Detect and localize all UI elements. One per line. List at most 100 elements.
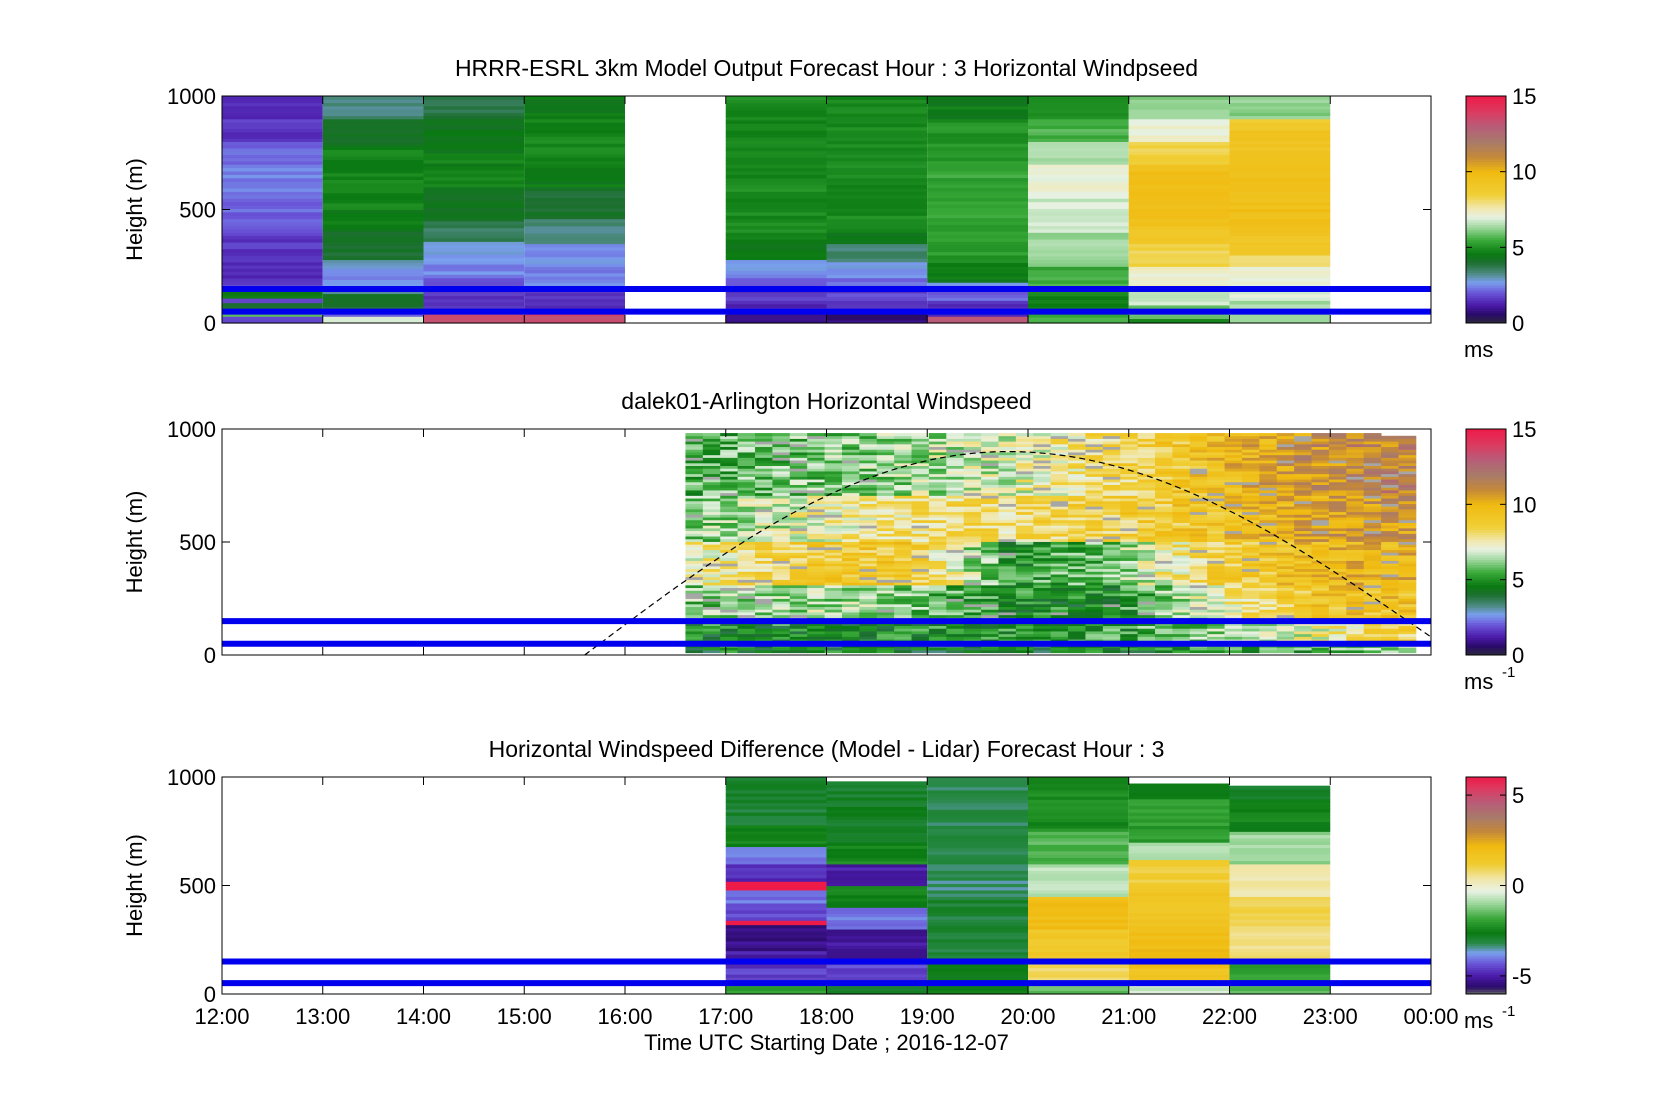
heatmap-cell xyxy=(772,631,791,635)
heatmap-cell xyxy=(928,441,947,445)
heatmap-cell xyxy=(1346,479,1365,483)
heatmap-cell xyxy=(981,473,999,477)
heatmap-cell xyxy=(789,457,808,461)
heatmap-cell xyxy=(894,530,912,534)
heatmap-cell xyxy=(1172,571,1191,575)
colorbar-segment xyxy=(1466,459,1506,463)
heatmap-cell xyxy=(737,446,756,450)
heatmap-cell xyxy=(1155,435,1173,439)
heatmap-cell xyxy=(1398,487,1417,491)
heatmap-cell xyxy=(1363,574,1382,578)
heatmap-cell xyxy=(423,186,525,191)
heatmap-cell xyxy=(946,584,965,589)
heatmap-cell xyxy=(1276,495,1295,499)
heatmap-cell xyxy=(1033,601,1052,605)
heatmap-cell xyxy=(1363,628,1382,632)
heatmap-cell xyxy=(824,582,843,586)
heatmap-cell xyxy=(998,462,1017,467)
heatmap-cell xyxy=(826,897,928,902)
heatmap-cell xyxy=(1241,552,1260,556)
heatmap-cell xyxy=(1276,490,1295,494)
heatmap-cell xyxy=(1015,522,1034,526)
heatmap-cell xyxy=(824,590,843,594)
heatmap-cell xyxy=(1128,157,1230,162)
heatmap-cell xyxy=(807,500,825,504)
heatmap-cell xyxy=(737,481,756,485)
colorbar-segment xyxy=(1466,607,1506,611)
heatmap-cell xyxy=(1328,509,1347,513)
heatmap-cell xyxy=(807,443,825,448)
heatmap-cell xyxy=(927,237,1028,242)
heatmap-cell xyxy=(1346,449,1365,453)
heatmap-cell xyxy=(1068,503,1086,507)
colorbar-segment xyxy=(1466,622,1506,626)
heatmap-cell xyxy=(946,441,965,445)
heatmap-cell xyxy=(322,234,424,239)
heatmap-cell xyxy=(1363,530,1382,534)
heatmap-cell xyxy=(1224,487,1243,491)
heatmap-cell xyxy=(1155,460,1173,464)
heatmap-cell xyxy=(725,270,827,275)
heatmap-cell xyxy=(737,568,756,572)
heatmap-cell xyxy=(1328,519,1347,523)
heatmap-cell xyxy=(927,231,1028,236)
heatmap-cell xyxy=(1050,590,1069,594)
heatmap-cell xyxy=(1398,590,1417,594)
heatmap-cell xyxy=(1172,603,1191,608)
colorbar-segment xyxy=(1466,969,1506,973)
heatmap-cell xyxy=(894,500,912,504)
heatmap-cell xyxy=(946,460,965,464)
heatmap-cell xyxy=(928,481,947,485)
heatmap-cell xyxy=(1015,536,1034,540)
heatmap-cell xyxy=(1229,954,1331,959)
heatmap-cell xyxy=(702,533,721,537)
heatmap-cell xyxy=(725,856,827,861)
heatmap-cell xyxy=(1128,812,1230,816)
heatmap-cell xyxy=(1328,514,1347,518)
heatmap-cell xyxy=(685,631,704,635)
heatmap-cell xyxy=(841,612,860,616)
heatmap-cell xyxy=(824,460,843,464)
heatmap-cell xyxy=(998,443,1017,448)
heatmap-cell xyxy=(685,473,704,477)
heatmap-cell xyxy=(1398,509,1417,513)
heatmap-cell xyxy=(685,593,704,597)
heatmap-cell xyxy=(946,582,965,586)
colorbar-tick-label: 5 xyxy=(1512,568,1524,593)
heatmap-cell xyxy=(755,500,773,504)
heatmap-cell xyxy=(725,292,827,298)
heatmap-cell xyxy=(1172,563,1191,567)
heatmap-cell xyxy=(1398,541,1417,545)
heatmap-cell xyxy=(826,819,928,824)
heatmap-cell xyxy=(1155,571,1173,575)
heatmap-cell xyxy=(1328,636,1347,640)
heatmap-cell xyxy=(1172,557,1191,561)
heatmap-cell xyxy=(928,625,947,629)
heatmap-cell xyxy=(222,255,323,260)
heatmap-cell xyxy=(1229,909,1331,914)
heatmap-cell xyxy=(946,614,965,618)
heatmap-cell xyxy=(911,527,930,532)
heatmap-cell xyxy=(1241,509,1260,513)
heatmap-cell xyxy=(826,303,928,308)
heatmap-cell xyxy=(1294,546,1312,551)
heatmap-cell xyxy=(222,181,323,186)
x-tick-label: 14:00 xyxy=(396,1004,451,1029)
heatmap-cell xyxy=(824,544,843,548)
heatmap-cell xyxy=(1068,614,1086,618)
heatmap-cell xyxy=(1398,517,1417,521)
heatmap-cell xyxy=(1050,601,1069,605)
heatmap-cell xyxy=(826,870,928,874)
heatmap-cell xyxy=(1381,476,1399,480)
heatmap-cell xyxy=(946,452,965,456)
colorbar-segment xyxy=(1466,444,1506,448)
heatmap-cell xyxy=(1137,487,1156,491)
heatmap-cell xyxy=(1033,541,1052,545)
heatmap-cell xyxy=(1224,498,1243,502)
heatmap-cell xyxy=(685,522,704,526)
heatmap-cell xyxy=(524,190,625,195)
heatmap-cell xyxy=(322,244,424,249)
heatmap-cell xyxy=(946,593,965,597)
colorbar-tick-label: 5 xyxy=(1512,235,1524,260)
heatmap-cell xyxy=(963,465,982,469)
